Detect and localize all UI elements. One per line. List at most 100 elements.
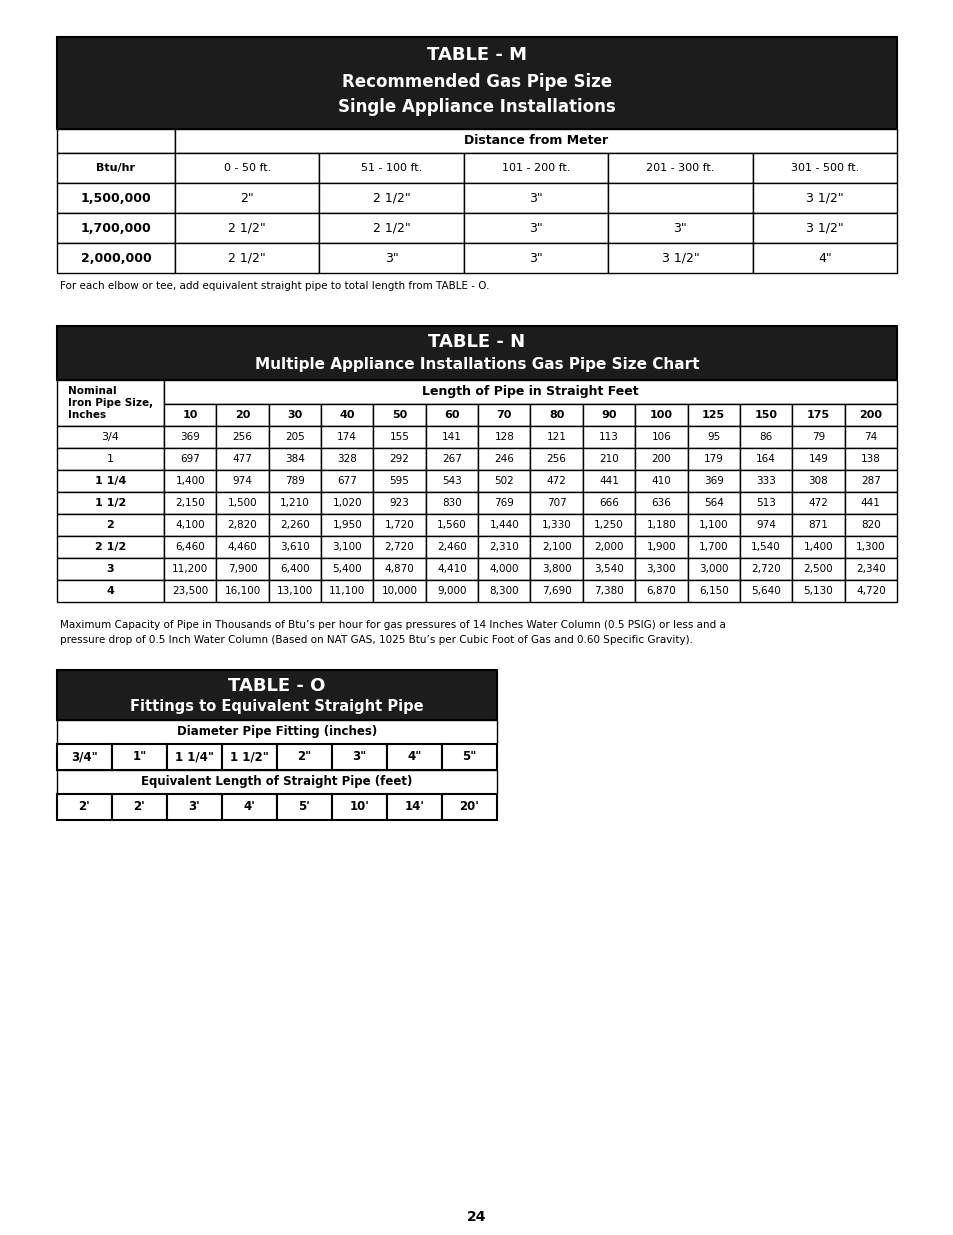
Text: 200: 200: [651, 454, 671, 464]
Text: 30: 30: [287, 410, 302, 420]
Bar: [530, 492, 582, 514]
Text: 3": 3": [529, 191, 542, 205]
Bar: [222, 743, 276, 769]
Text: 10,000: 10,000: [381, 585, 417, 597]
Text: 0 - 50 ft.: 0 - 50 ft.: [223, 163, 271, 173]
Text: 106: 106: [651, 432, 671, 442]
Text: 2 1/2": 2 1/2": [228, 252, 266, 264]
Bar: [582, 536, 635, 558]
Text: 179: 179: [703, 454, 723, 464]
Text: 3/4: 3/4: [101, 432, 119, 442]
Text: Equivalent Length of Straight Pipe (feet): Equivalent Length of Straight Pipe (feet…: [141, 776, 413, 788]
Text: 3: 3: [107, 564, 114, 574]
Text: 3": 3": [529, 221, 542, 235]
Bar: [791, 514, 843, 536]
Text: 5": 5": [462, 751, 476, 763]
Text: 101 - 200 ft.: 101 - 200 ft.: [501, 163, 570, 173]
Text: 1 1/2: 1 1/2: [94, 498, 126, 508]
Bar: [477, 558, 530, 580]
Text: 3": 3": [529, 252, 542, 264]
Bar: [425, 580, 477, 601]
Text: 2,100: 2,100: [541, 542, 571, 552]
Text: TABLE - M: TABLE - M: [427, 46, 526, 64]
Text: 543: 543: [441, 475, 461, 487]
Bar: [477, 404, 530, 426]
Text: Btu/hr: Btu/hr: [96, 163, 135, 173]
Bar: [752, 243, 896, 273]
Text: 3": 3": [673, 221, 686, 235]
Text: 769: 769: [494, 498, 514, 508]
Text: 125: 125: [701, 410, 724, 420]
Text: 820: 820: [860, 520, 880, 530]
Text: 4,100: 4,100: [175, 520, 205, 530]
Bar: [441, 743, 497, 769]
Text: For each elbow or tee, add equivalent straight pipe to total length from TABLE -: For each elbow or tee, add equivalent st…: [60, 282, 489, 291]
Bar: [112, 794, 167, 820]
Text: 1 1/4: 1 1/4: [94, 475, 126, 487]
Text: 1: 1: [107, 454, 113, 464]
Text: 292: 292: [389, 454, 409, 464]
Bar: [608, 212, 752, 243]
Bar: [319, 183, 463, 212]
Bar: [269, 514, 321, 536]
Text: 80: 80: [548, 410, 564, 420]
Bar: [57, 492, 164, 514]
Bar: [740, 580, 791, 601]
Bar: [174, 128, 896, 153]
Text: Distance from Meter: Distance from Meter: [463, 135, 607, 147]
Text: 2: 2: [107, 520, 114, 530]
Text: 210: 210: [598, 454, 618, 464]
Bar: [463, 153, 608, 183]
Bar: [269, 580, 321, 601]
Text: 9,000: 9,000: [436, 585, 466, 597]
Text: Recommended Gas Pipe Size: Recommended Gas Pipe Size: [341, 73, 612, 91]
Bar: [321, 471, 373, 492]
Text: 3": 3": [352, 751, 366, 763]
Text: 246: 246: [494, 454, 514, 464]
Text: 164: 164: [756, 454, 775, 464]
Text: 16,100: 16,100: [224, 585, 260, 597]
Bar: [791, 404, 843, 426]
Text: 174: 174: [337, 432, 356, 442]
Text: 40: 40: [339, 410, 355, 420]
Bar: [373, 426, 425, 448]
Bar: [216, 404, 269, 426]
Bar: [174, 183, 319, 212]
Bar: [164, 514, 216, 536]
Text: 2 1/2": 2 1/2": [373, 221, 410, 235]
Text: 1,950: 1,950: [332, 520, 362, 530]
Text: 175: 175: [806, 410, 829, 420]
Text: 1,210: 1,210: [280, 498, 310, 508]
Text: 8,300: 8,300: [489, 585, 518, 597]
Bar: [582, 471, 635, 492]
Bar: [321, 580, 373, 601]
Bar: [530, 514, 582, 536]
Bar: [635, 426, 687, 448]
Bar: [740, 536, 791, 558]
Text: 100: 100: [649, 410, 672, 420]
Text: 1,020: 1,020: [332, 498, 362, 508]
Bar: [687, 426, 740, 448]
Text: 3 1/2": 3 1/2": [660, 252, 699, 264]
Text: 707: 707: [546, 498, 566, 508]
Bar: [321, 448, 373, 471]
Bar: [321, 404, 373, 426]
Text: 1,300: 1,300: [855, 542, 884, 552]
Bar: [167, 743, 222, 769]
Bar: [174, 153, 319, 183]
Bar: [276, 794, 332, 820]
Bar: [269, 471, 321, 492]
Text: 150: 150: [754, 410, 777, 420]
Text: 3,000: 3,000: [699, 564, 728, 574]
Bar: [740, 514, 791, 536]
Bar: [687, 471, 740, 492]
Text: 51 - 100 ft.: 51 - 100 ft.: [360, 163, 422, 173]
Bar: [57, 794, 112, 820]
Text: TABLE - O: TABLE - O: [228, 677, 325, 695]
Bar: [843, 404, 896, 426]
Text: 2,000: 2,000: [594, 542, 623, 552]
Text: 4: 4: [107, 585, 114, 597]
Text: 74: 74: [863, 432, 877, 442]
Bar: [174, 212, 319, 243]
Text: 2,000,000: 2,000,000: [81, 252, 152, 264]
